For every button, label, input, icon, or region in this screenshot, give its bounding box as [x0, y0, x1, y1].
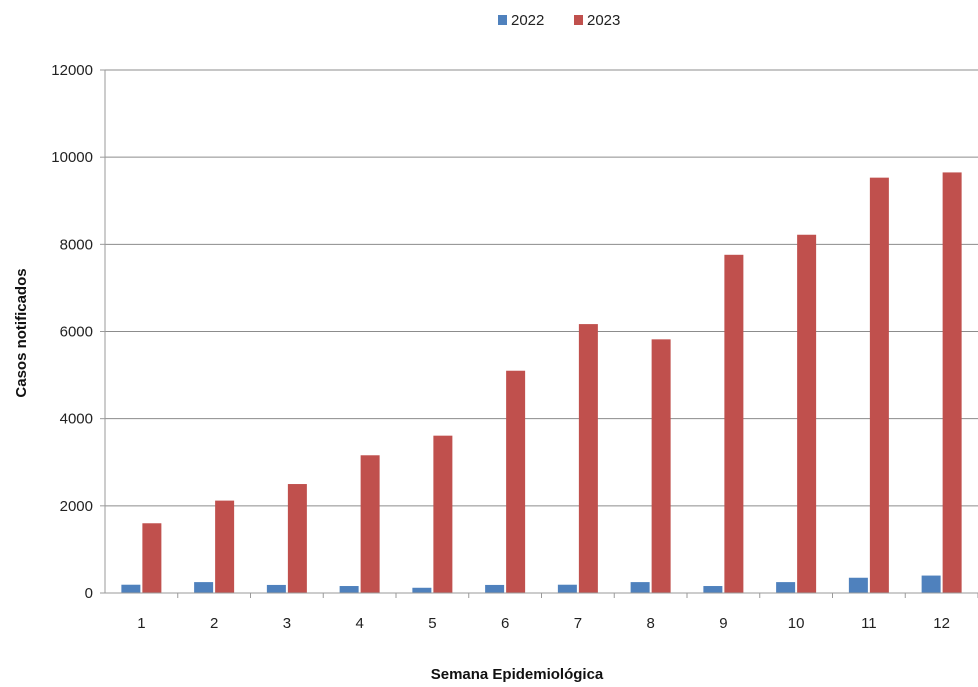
x-tick-label: 7	[574, 615, 582, 632]
bar-2023-4	[360, 455, 380, 593]
bar-2022-9	[703, 586, 723, 593]
bar-2022-5	[412, 587, 432, 593]
bar-2022-4	[339, 586, 359, 593]
bar-2022-12	[921, 575, 941, 593]
x-tick-label: 12	[933, 615, 950, 632]
x-tick-label: 10	[788, 615, 805, 632]
legend-label-2022: 2022	[511, 12, 544, 29]
bar-2023-6	[506, 370, 526, 593]
y-tick-label: 4000	[60, 411, 93, 428]
bar-2023-12	[942, 172, 962, 593]
bar-2022-2	[194, 582, 214, 593]
gridlines	[105, 69, 978, 507]
y-tick-label: 6000	[60, 324, 93, 341]
bar-2023-7	[578, 324, 598, 593]
x-tick-label: 11	[861, 615, 877, 632]
x-axis-title: Semana Epidemiológica	[431, 666, 604, 683]
x-tick-label: 9	[719, 615, 727, 632]
bar-2022-11	[848, 577, 868, 593]
x-tick-label: 5	[428, 615, 436, 632]
bar-2023-8	[651, 339, 671, 593]
x-axis-ticks: 1 2 3 4 5 6 7 8 9 10 11 12	[137, 593, 978, 632]
bar-2023-3	[287, 484, 307, 593]
bar-2023-2	[215, 500, 235, 593]
y-tick-label: 12000	[51, 62, 93, 79]
x-tick-label: 8	[646, 615, 654, 632]
y-tick-label: 2000	[60, 498, 93, 515]
legend-swatch-2022	[498, 15, 507, 25]
bar-2023-11	[869, 177, 889, 594]
bar-2023-9	[724, 254, 744, 593]
x-tick-label: 1	[137, 615, 145, 632]
y-axis-ticks: 0 2000 4000 6000 8000 10000 12000	[51, 62, 105, 602]
bar-2022-3	[266, 584, 286, 593]
x-tick-label: 6	[501, 615, 509, 632]
y-tick-label: 10000	[51, 149, 93, 166]
bar-2023-5	[433, 435, 453, 593]
legend: 2022 2023	[498, 12, 620, 29]
bar-2023-10	[797, 234, 817, 593]
y-tick-label: 0	[85, 585, 93, 602]
bar-2023-1	[142, 523, 162, 593]
x-tick-label: 2	[210, 615, 218, 632]
y-axis-title: Casos notificados	[13, 268, 30, 397]
legend-label-2023: 2023	[587, 12, 620, 29]
legend-swatch-2023	[574, 15, 583, 25]
y-tick-label: 8000	[60, 236, 93, 253]
x-tick-label: 3	[283, 615, 291, 632]
bars	[121, 172, 962, 594]
bar-2022-1	[121, 584, 141, 593]
bar-2022-6	[485, 584, 505, 593]
bar-2022-8	[630, 582, 650, 593]
x-tick-label: 4	[355, 615, 363, 632]
bar-2022-7	[557, 584, 577, 593]
bar-2022-10	[776, 582, 796, 593]
